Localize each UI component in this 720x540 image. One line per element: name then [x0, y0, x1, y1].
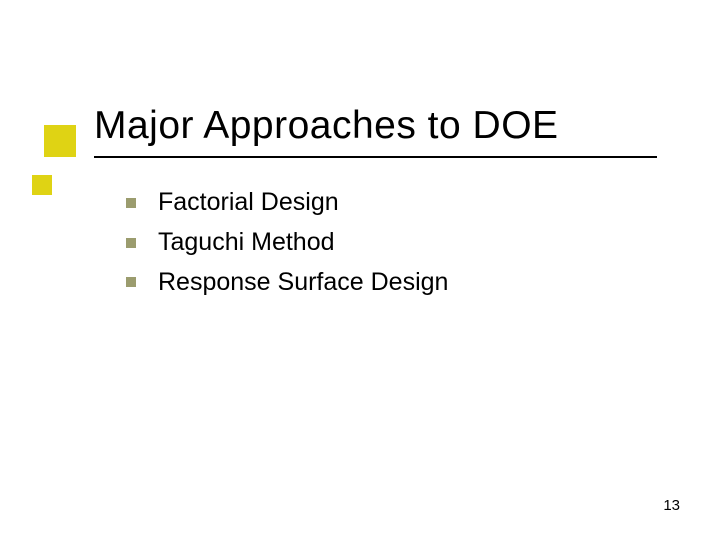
- bullet-square-icon: [126, 238, 136, 248]
- slide-title: Major Approaches to DOE: [94, 104, 559, 148]
- list-item: Taguchi Method: [126, 226, 448, 260]
- bullet-text: Taguchi Method: [158, 226, 335, 260]
- bullet-square-icon: [126, 277, 136, 287]
- list-item: Factorial Design: [126, 186, 448, 220]
- page-number: 13: [663, 497, 680, 514]
- accent-box-large: [44, 125, 76, 157]
- accent-box-small: [32, 175, 52, 195]
- title-underline: [94, 156, 657, 158]
- bullet-list: Factorial Design Taguchi Method Response…: [126, 186, 448, 305]
- bullet-text: Response Surface Design: [158, 266, 448, 300]
- bullet-text: Factorial Design: [158, 186, 339, 220]
- bullet-square-icon: [126, 198, 136, 208]
- list-item: Response Surface Design: [126, 266, 448, 300]
